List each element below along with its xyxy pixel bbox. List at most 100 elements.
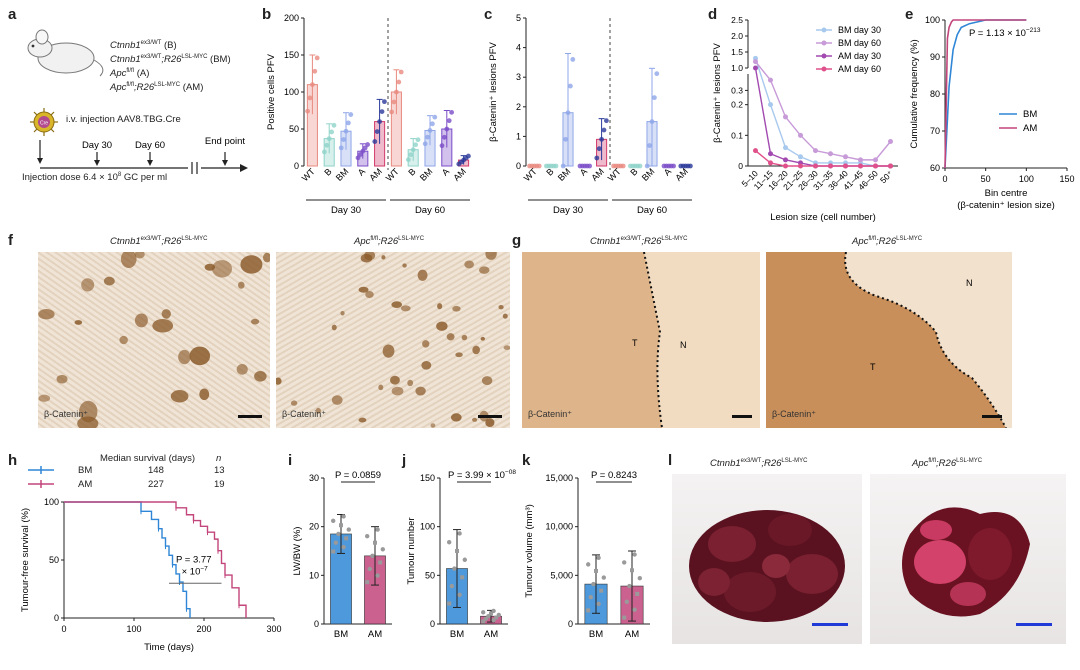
y-axis-label: Tumour number: [406, 517, 417, 584]
survival-curve-bm: [64, 501, 191, 618]
series-point: [768, 77, 773, 83]
group-label-day60: Day 60: [415, 205, 445, 216]
virus-cre-label: Cre: [40, 121, 48, 127]
y-tick-label: 10: [309, 570, 319, 580]
data-point: [604, 118, 609, 124]
stained-lesion: [290, 400, 298, 406]
p-value: P = 3.99 × 10−08: [448, 469, 516, 481]
data-point: [413, 142, 418, 148]
stained-lesion: [455, 352, 463, 358]
stained-lesion: [250, 318, 260, 325]
stained-lesion: [178, 349, 191, 365]
stained-lesion: [407, 379, 414, 387]
panel-letter-d: d: [708, 6, 718, 23]
f-ihc-image-right: β-Catenin⁺: [276, 252, 510, 428]
data-point: [355, 155, 361, 161]
stained-lesion: [56, 374, 68, 384]
y-tick-label: 4: [516, 43, 521, 53]
stained-lesion: [464, 260, 474, 269]
data-point: [553, 163, 559, 169]
series-point: [813, 148, 818, 154]
data-point: [341, 514, 346, 519]
x-tick-label: 0: [61, 624, 66, 634]
stained-lesion: [240, 255, 263, 274]
stained-lesion: [472, 417, 478, 422]
x-tick-label: 300: [266, 624, 281, 634]
stained-lesion: [503, 345, 510, 350]
data-point: [620, 163, 626, 169]
stained-lesion: [134, 313, 148, 328]
x-tick-label: BM: [450, 629, 464, 640]
y-tick-label: 0.1: [731, 130, 743, 140]
h-legend-am-mark: [28, 480, 54, 488]
data-point: [336, 531, 341, 537]
g-region-n-left: N: [680, 340, 687, 350]
stained-lesion: [452, 305, 461, 312]
group-label-day60: Day 60: [637, 205, 667, 216]
data-point: [365, 533, 370, 539]
series-point: [798, 132, 803, 138]
data-point: [344, 536, 349, 541]
x-tick-label: BM: [334, 629, 348, 640]
data-point: [326, 136, 332, 142]
x-tick-label: BM: [640, 166, 657, 183]
h-legend-bm: BM: [78, 465, 93, 476]
data-point: [481, 610, 486, 615]
stained-lesion: [79, 400, 98, 423]
genotype-b: Ctnnb1ex3/WT (B): [110, 40, 177, 52]
y-axis-label: Tumour volume (mm³): [524, 504, 535, 598]
y-tick-label: 20: [309, 522, 319, 532]
y-tick-label: 0.3: [731, 85, 743, 95]
y-tick-label: 70: [930, 126, 940, 136]
series-line-am-day-30: [754, 67, 891, 167]
h-median-am: 227: [148, 479, 164, 490]
data-point: [310, 82, 315, 87]
x-tick-label: B: [322, 166, 333, 177]
legend-label: AM day 30: [838, 51, 881, 61]
data-point: [427, 128, 433, 133]
data-point: [346, 120, 351, 126]
stained-lesion: [417, 269, 428, 281]
series-point: [753, 59, 758, 65]
data-point: [314, 55, 320, 61]
data-point: [362, 145, 368, 151]
scale-bar: [238, 415, 262, 418]
y-tick-label: 60: [930, 163, 940, 173]
series-line-bm-day-30: [754, 58, 891, 167]
panel-letter-l: l: [668, 452, 673, 469]
stained-lesion: [461, 334, 468, 341]
series-point: [858, 157, 863, 163]
series-point: [873, 157, 878, 163]
data-point: [462, 557, 467, 562]
data-point: [457, 592, 462, 597]
x-axis-label: Time (days): [144, 642, 194, 653]
stained-lesion: [446, 333, 455, 341]
f-title-left: Ctnnb1ex3/WT;R26LSL-MYC: [110, 236, 208, 248]
timeline-day60: Day 60: [135, 140, 165, 151]
y-tick-label: 100: [925, 15, 940, 25]
stained-lesion: [189, 346, 211, 366]
data-point: [391, 99, 397, 105]
panel-letter-i: i: [288, 452, 293, 469]
y-tick-label: 10,000: [545, 522, 573, 532]
data-point: [422, 141, 428, 147]
l-liver-photo-left: [672, 474, 862, 644]
y-tick-label: 0: [568, 619, 573, 629]
data-point: [560, 163, 566, 169]
data-point: [370, 553, 375, 559]
stained-lesion: [212, 260, 233, 278]
stained-lesion: [204, 263, 216, 271]
data-point: [644, 163, 650, 169]
series-line-bm: [944, 19, 1027, 169]
data-point: [446, 118, 452, 124]
genotype-am: Apcfl/fl;R26LSL-MYC (AM): [110, 82, 204, 94]
data-point: [410, 147, 416, 153]
g-ihc-image-right: N T β-Catenin⁺: [766, 252, 1012, 428]
series-point: [783, 114, 788, 120]
stained-lesion: [340, 310, 345, 316]
h-table-header-n: n: [216, 453, 222, 464]
x-tick-label: AM: [484, 629, 498, 640]
data-point: [635, 591, 640, 596]
p-value-2: × 10−7: [182, 565, 209, 577]
